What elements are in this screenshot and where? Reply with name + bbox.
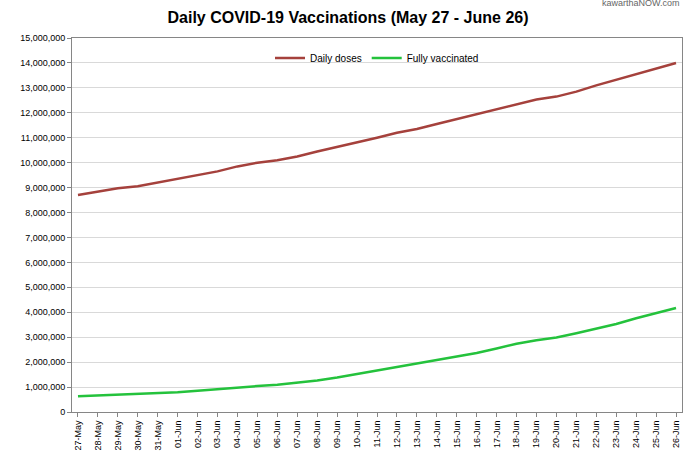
svg-text:15,000,000: 15,000,000 <box>20 33 65 43</box>
svg-text:12-Jun: 12-Jun <box>392 421 402 449</box>
svg-text:2,000,000: 2,000,000 <box>25 357 65 367</box>
svg-text:30-May: 30-May <box>133 420 143 451</box>
svg-text:19-Jun: 19-Jun <box>531 421 541 449</box>
svg-text:1,000,000: 1,000,000 <box>25 382 65 392</box>
svg-text:12,000,000: 12,000,000 <box>20 108 65 118</box>
svg-text:16-Jun: 16-Jun <box>472 421 482 449</box>
svg-text:10-Jun: 10-Jun <box>352 421 362 449</box>
svg-text:17-Jun: 17-Jun <box>492 421 502 449</box>
svg-text:27-May: 27-May <box>73 420 83 451</box>
svg-text:22-Jun: 22-Jun <box>591 421 601 449</box>
svg-text:14-Jun: 14-Jun <box>432 421 442 449</box>
svg-text:0: 0 <box>60 407 65 417</box>
svg-text:05-Jun: 05-Jun <box>252 421 262 449</box>
svg-text:Daily doses: Daily doses <box>310 53 362 64</box>
svg-text:07-Jun: 07-Jun <box>292 421 302 449</box>
svg-text:26-Jun: 26-Jun <box>671 421 681 449</box>
svg-text:18-Jun: 18-Jun <box>511 421 521 449</box>
svg-text:13-Jun: 13-Jun <box>412 421 422 449</box>
svg-text:kawarthaNOW.com: kawarthaNOW.com <box>602 0 680 8</box>
svg-text:02-Jun: 02-Jun <box>193 421 203 449</box>
svg-text:31-May: 31-May <box>153 420 163 451</box>
svg-text:28-May: 28-May <box>93 420 103 451</box>
svg-text:04-Jun: 04-Jun <box>232 421 242 449</box>
svg-text:3,000,000: 3,000,000 <box>25 332 65 342</box>
svg-text:Fully vaccinated: Fully vaccinated <box>407 53 479 64</box>
svg-text:15-Jun: 15-Jun <box>452 421 462 449</box>
svg-text:7,000,000: 7,000,000 <box>25 233 65 243</box>
svg-text:09-Jun: 09-Jun <box>332 421 342 449</box>
svg-text:01-Jun: 01-Jun <box>173 421 183 449</box>
svg-text:11,000,000: 11,000,000 <box>21 133 65 143</box>
svg-text:6,000,000: 6,000,000 <box>25 258 65 268</box>
svg-text:03-Jun: 03-Jun <box>212 421 222 449</box>
svg-text:14,000,000: 14,000,000 <box>20 58 65 68</box>
svg-text:10,000,000: 10,000,000 <box>20 158 65 168</box>
svg-text:21-Jun: 21-Jun <box>571 421 581 449</box>
svg-text:20-Jun: 20-Jun <box>551 421 561 449</box>
svg-text:11-Jun: 11-Jun <box>372 421 382 448</box>
svg-text:24-Jun: 24-Jun <box>631 421 641 449</box>
svg-text:9,000,000: 9,000,000 <box>25 183 65 193</box>
svg-text:29-May: 29-May <box>113 420 123 451</box>
svg-text:25-Jun: 25-Jun <box>651 421 661 449</box>
svg-text:08-Jun: 08-Jun <box>312 421 322 449</box>
svg-text:4,000,000: 4,000,000 <box>25 307 65 317</box>
svg-text:23-Jun: 23-Jun <box>611 421 621 449</box>
svg-text:13,000,000: 13,000,000 <box>20 83 65 93</box>
svg-text:06-Jun: 06-Jun <box>272 421 282 449</box>
svg-text:Daily COVID-19 Vaccinations (M: Daily COVID-19 Vaccinations (May 27 - Ju… <box>167 9 528 26</box>
svg-text:8,000,000: 8,000,000 <box>25 208 65 218</box>
svg-text:5,000,000: 5,000,000 <box>25 282 65 292</box>
